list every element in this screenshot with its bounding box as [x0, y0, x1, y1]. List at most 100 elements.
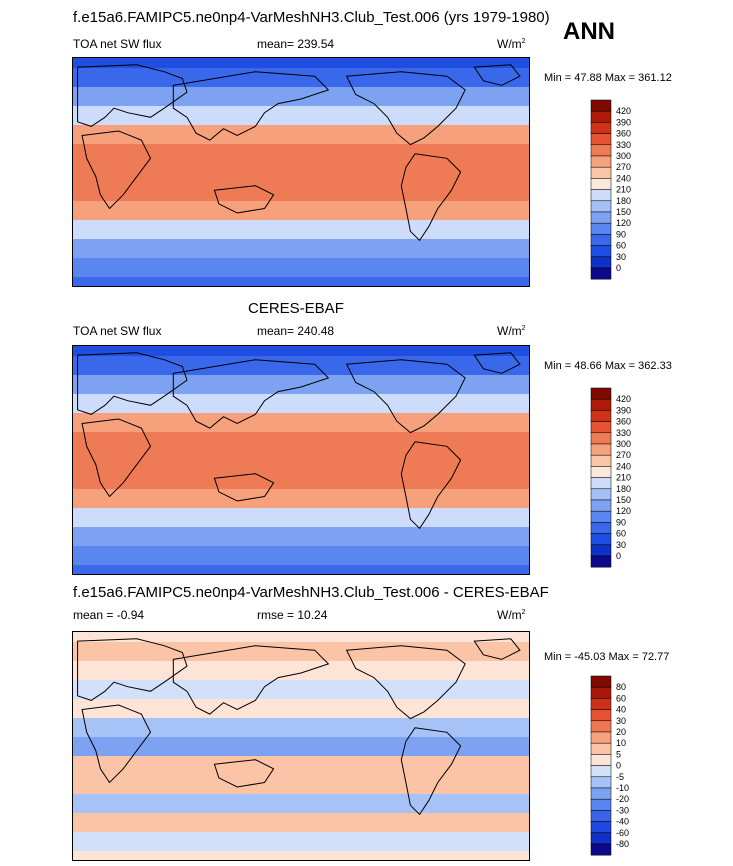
colorbar-cell — [590, 267, 612, 280]
zonal-band — [73, 564, 529, 574]
zonal-band — [73, 105, 529, 125]
season-label: ANN — [563, 18, 615, 45]
panel-stat: mean= 239.54 — [257, 37, 335, 51]
zonal-band — [73, 162, 529, 182]
colorbar-obs: 420 390 360 330 300 270 240 210 180 150 120 90 60 30 0 — [590, 387, 651, 569]
colorbar-cell — [590, 720, 612, 733]
colorbar-tick-label: 0 — [616, 761, 621, 771]
colorbar-model: 420 390 360 330 300 270 240 210 180 150 120 90 60 30 0 — [590, 99, 651, 281]
colorbar-tick-label: 60 — [616, 529, 626, 539]
colorbar-tick-label: 360 — [616, 129, 631, 139]
zonal-band — [73, 793, 529, 813]
colorbar-tick-label: 240 — [616, 461, 631, 471]
colorbar-cell — [590, 488, 612, 501]
coastline — [213, 759, 275, 788]
zonal-band — [73, 124, 529, 144]
panel-left-label: TOA net SW flux — [73, 37, 162, 51]
colorbar-tick-label: 420 — [616, 394, 631, 404]
zonal-band — [73, 346, 529, 356]
coastline — [473, 352, 521, 374]
colorbar-cell — [590, 234, 612, 246]
colorbar-tick-label: 210 — [616, 473, 631, 483]
colorbar-cell — [590, 499, 612, 512]
zonal-band — [73, 181, 529, 201]
zonal-band — [73, 660, 529, 680]
colorbar-tick-label: 300 — [616, 439, 631, 449]
colorbar-tick-label: 0 — [616, 263, 621, 273]
colorbar-tick-label: 150 — [616, 207, 631, 217]
colorbar-cell — [590, 155, 612, 168]
colorbar-tick-label: 390 — [616, 117, 631, 127]
colorbar-cell — [590, 477, 612, 490]
colorbar-tick-label: 60 — [616, 693, 626, 703]
colorbar-tick-label: -80 — [616, 839, 629, 849]
map-plot — [73, 346, 529, 574]
coastline — [345, 645, 466, 720]
colorbar-tick-label: -10 — [616, 783, 629, 793]
colorbar-tick-label: 150 — [616, 495, 631, 505]
colorbar-tick-label: 390 — [616, 405, 631, 415]
units-exp: 2 — [521, 609, 526, 616]
colorbar-tick-label: 270 — [616, 162, 631, 172]
colorbar-cell — [590, 256, 612, 269]
colorbar-cell — [590, 178, 612, 190]
colorbar-cell — [590, 776, 612, 789]
colorbar-cell — [590, 821, 612, 834]
colorbar-cell — [590, 387, 612, 400]
panel-stat: rmse = 10.24 — [257, 608, 328, 622]
colorbar-tick-label: 30 — [616, 716, 626, 726]
colorbar-cell — [590, 410, 612, 422]
colorbar-tick-label: 5 — [616, 749, 621, 759]
coastline — [77, 64, 188, 127]
colorbar-cell — [590, 709, 612, 722]
zonal-band — [73, 831, 529, 851]
zonal-band — [73, 431, 529, 451]
zonal-band — [73, 238, 529, 258]
coastline — [172, 645, 330, 715]
coastline — [400, 153, 462, 242]
zonal-band — [73, 355, 529, 375]
coastline — [345, 71, 466, 146]
coastline — [81, 130, 152, 210]
coastline — [81, 704, 152, 784]
colorbar-cell — [590, 742, 612, 755]
colorbar-cell — [590, 122, 612, 134]
page-title: f.e15a6.FAMIPC5.ne0np4-VarMeshNH3.Club_T… — [73, 9, 550, 26]
colorbar-tick-label: 270 — [616, 450, 631, 460]
colorbar-tick-label: 40 — [616, 705, 626, 715]
map-diff — [72, 631, 530, 861]
colorbar-cell — [590, 533, 612, 546]
panel-stat: mean= 240.48 — [257, 324, 335, 338]
zonal-band — [73, 219, 529, 239]
colorbar-tick-label: 30 — [616, 252, 626, 262]
colorbar-tick-label: -30 — [616, 805, 629, 815]
colorbar-cell — [590, 754, 612, 766]
zonal-band — [73, 545, 529, 565]
colorbar-tick-label: 360 — [616, 417, 631, 427]
colorbar-tick-label: -20 — [616, 794, 629, 804]
colorbar-cell — [590, 510, 612, 523]
coastline — [400, 441, 462, 530]
colorbar-cell — [590, 810, 612, 822]
colorbar-tick-label: 120 — [616, 506, 631, 516]
colorbar-cell — [590, 222, 612, 235]
colorbar-tick-label: 120 — [616, 218, 631, 228]
colorbar-cell — [590, 245, 612, 258]
colorbar-tick-label: 80 — [616, 682, 626, 692]
zonal-band — [73, 526, 529, 546]
colorbar-tick-label: 330 — [616, 428, 631, 438]
colorbar-tick-label: 30 — [616, 540, 626, 550]
colorbar-cell — [590, 189, 612, 202]
zonal-band — [73, 632, 529, 642]
colorbar-tick-label: 90 — [616, 517, 626, 527]
colorbar-cell — [590, 421, 612, 434]
units-base: W/m — [497, 37, 522, 51]
colorbar-cell — [590, 555, 612, 568]
zonal-band — [73, 412, 529, 432]
panel-minmax: Min = -45.03 Max = 72.77 — [544, 651, 670, 663]
colorbar-cell — [590, 686, 612, 699]
colorbar-cell — [590, 731, 612, 744]
panel-units: W/m2 — [497, 324, 526, 338]
